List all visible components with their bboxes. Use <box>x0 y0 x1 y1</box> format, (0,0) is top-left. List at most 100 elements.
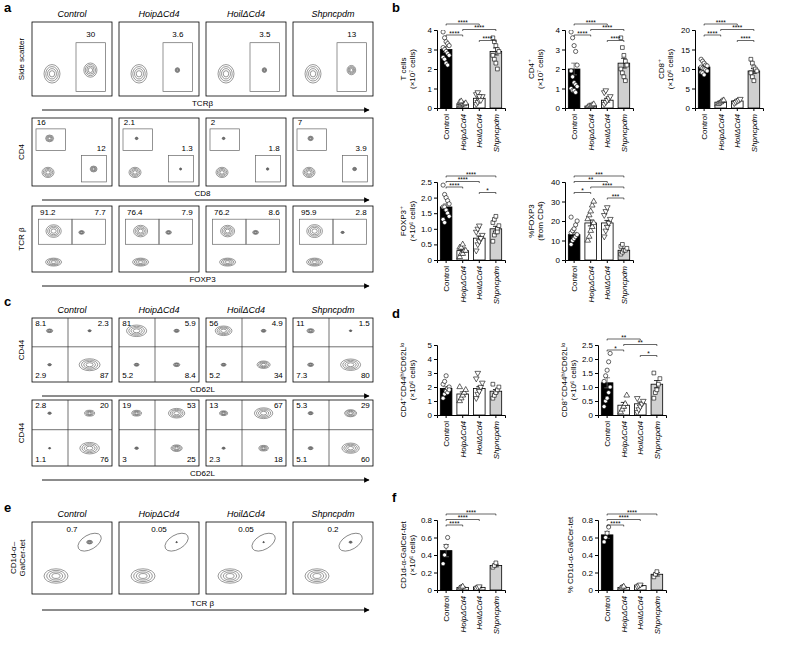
contour <box>86 411 94 416</box>
y-tick-mark <box>595 520 598 521</box>
contour <box>223 572 236 580</box>
y-tick-label: 30 <box>551 198 560 207</box>
contour <box>49 448 51 449</box>
y-title: (×10⁷ cells) <box>408 49 417 89</box>
y-tick: 1.5 <box>421 209 437 218</box>
x-tick: HoilΔCd4 <box>475 108 484 148</box>
x-tick-label: Control <box>570 266 579 292</box>
plot-area <box>218 530 278 584</box>
y-label: CD4 <box>17 143 26 160</box>
population <box>179 168 181 170</box>
contour <box>216 167 228 177</box>
contour <box>44 65 60 84</box>
x-tick: HoilΔCd4 <box>475 260 484 300</box>
y-axis: 05101520 <box>681 26 695 113</box>
x-tick-label: HoilΔCd4 <box>603 113 612 147</box>
contour <box>342 232 343 234</box>
significance-label: **** <box>611 35 622 42</box>
x-tick-label: Shpncpdm <box>750 114 759 153</box>
x-axis: ControlHoipΔCd4HoilΔCd4Shpncpdm <box>566 108 634 152</box>
gate-label: 7 <box>298 118 303 127</box>
significance-label: * <box>614 345 617 352</box>
contour <box>173 446 179 450</box>
data-point <box>603 89 609 94</box>
plot-area <box>119 318 199 382</box>
gate-label: 20 <box>100 401 109 410</box>
population <box>174 329 179 332</box>
contour <box>261 447 266 450</box>
x-tick-mark <box>462 415 463 418</box>
gate <box>82 155 107 182</box>
x-tick-label: HoipΔCd4 <box>620 420 629 457</box>
y-title: (×10⁶ cells) <box>408 359 417 400</box>
contour <box>305 569 329 583</box>
population <box>135 137 138 139</box>
y-tick: 0 <box>686 104 695 113</box>
contour <box>88 68 92 73</box>
contour <box>134 259 146 265</box>
gate-label: 3.6 <box>172 30 184 39</box>
contour <box>220 411 226 415</box>
data-point <box>446 535 450 539</box>
contour <box>349 412 353 414</box>
y-tick: 1 <box>428 397 437 406</box>
y-tick-label: 0 <box>428 411 433 420</box>
y-axis: 00.51.01.52.02.5 <box>582 341 599 420</box>
contour <box>309 412 313 414</box>
contour <box>139 574 147 579</box>
data-point <box>586 233 592 238</box>
gate-label: 13 <box>209 401 218 410</box>
y-label: Side scatter <box>17 38 26 81</box>
contour <box>267 168 269 170</box>
plot-frame <box>293 522 373 594</box>
x-tick: HoilΔCd4 <box>733 108 742 148</box>
y-tick-mark <box>562 30 565 31</box>
population <box>90 166 97 172</box>
contour <box>135 69 144 79</box>
bar <box>490 566 502 591</box>
plot-area <box>131 530 191 584</box>
gate-label: 5.1 <box>296 455 308 464</box>
gate-label: 91.2 <box>40 208 56 217</box>
gate-label: 30 <box>86 30 95 39</box>
quadrant-line <box>32 429 112 430</box>
contour <box>172 411 181 416</box>
gate-label: 19 <box>122 401 131 410</box>
population <box>79 359 100 371</box>
x-tick-label: Shpncpdm <box>620 266 629 305</box>
gate-label: 3.5 <box>259 30 271 39</box>
y-title: (×10⁶ cells) <box>408 200 417 241</box>
contour <box>345 362 356 368</box>
column-title: HoipΔCd4 <box>138 9 179 19</box>
contour <box>348 66 355 73</box>
contour <box>348 446 354 449</box>
data-point <box>575 233 579 237</box>
contour <box>312 229 317 233</box>
contour <box>81 360 97 369</box>
y-tick-label: 15 <box>681 46 690 55</box>
contour <box>262 330 266 332</box>
gate-label: 11 <box>296 319 305 328</box>
contour <box>47 136 51 140</box>
contour <box>353 168 356 171</box>
contour <box>313 574 321 579</box>
gate-label: 2.1 <box>124 118 136 127</box>
data-point <box>619 67 623 71</box>
x-tick: HoipΔCd4 <box>587 108 596 151</box>
contour <box>48 364 51 366</box>
x-tick: Shpncpdm <box>620 108 629 152</box>
gate-label: 16 <box>37 118 46 127</box>
contour <box>218 569 242 583</box>
data-point <box>496 67 500 71</box>
data-point <box>608 351 612 355</box>
data-point <box>572 43 576 47</box>
gate <box>246 219 280 244</box>
x-axis-line <box>566 109 634 112</box>
population <box>46 329 52 333</box>
bar <box>601 535 613 590</box>
contour <box>135 447 138 449</box>
contour <box>176 69 179 72</box>
y-tick-mark <box>434 260 437 261</box>
x-tick-label: HoilΔCd4 <box>603 265 612 299</box>
data-point <box>575 219 579 223</box>
